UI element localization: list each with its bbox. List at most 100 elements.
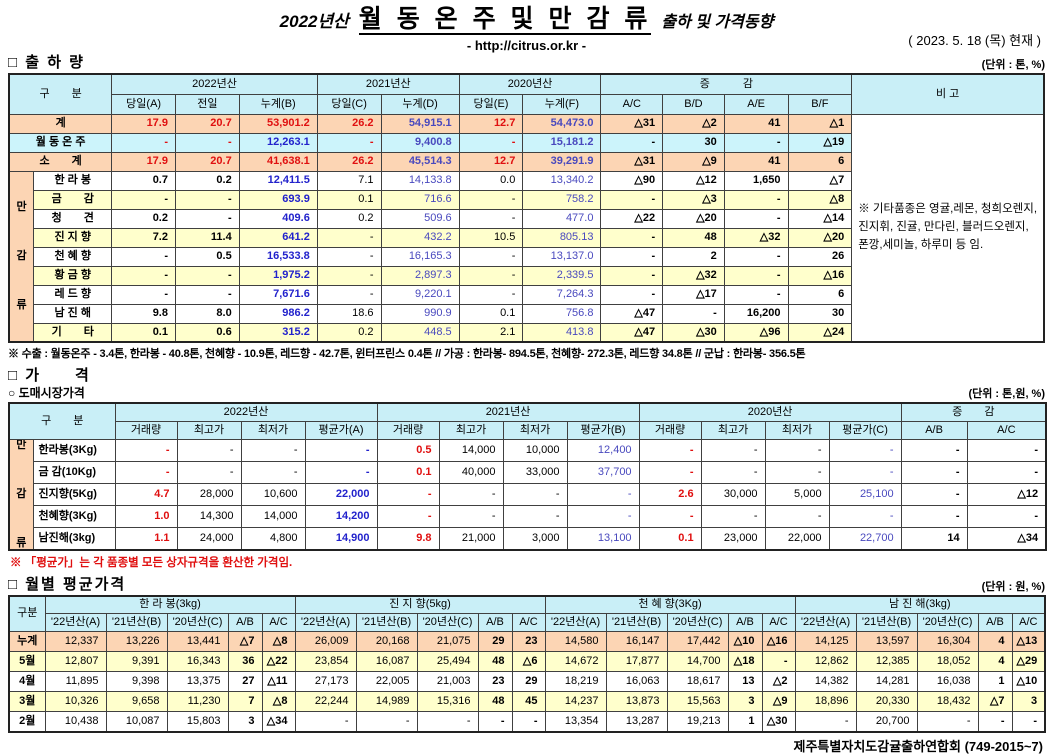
table-cell: - [600,227,664,248]
table-cell: - [438,504,504,528]
table-cell: 13,375 [166,671,229,692]
table-cell: - [900,438,968,462]
table-cell: - [916,711,979,732]
table-cell: △30 [662,322,725,343]
col-header: A/C [600,93,664,115]
table-cell: 4.7 [114,482,178,506]
table-cell: 17.9 [111,113,176,134]
group-label-char: 감 [16,249,27,262]
table-row: 천혜향(3Kg) 1.0 14,300 14,000 14,200- - - - - - - - - - [9,504,1047,528]
table-cell: 14,382 [794,671,857,692]
table-cell: 14,000 [240,504,306,528]
table-cell: 41 [723,113,789,134]
table-cell: 15,316 [416,691,479,712]
table-cell: 10,087 [105,711,168,732]
table-cell: 13,287 [605,711,668,732]
table-cell: 17,877 [605,651,668,672]
table-cell: - [662,303,725,324]
table-cell: - [458,132,524,153]
col-header: B/F [787,93,853,115]
shipment-header-row-2: 당일(A) 전일 누계(B) 당일(C) 누계(D) 당일(E) 누계(F) A… [9,93,1044,115]
table-cell: - [111,284,176,305]
price-unit-label: (단위 : 톤,원, %) [968,388,1045,400]
table-cell: △18 [727,651,763,672]
price-header-row-1: 구 분 2022년산 2021년산 2020년산 증 감 [8,402,1047,440]
table-cell: 14 [900,526,968,551]
table-cell: 12,385 [855,651,918,672]
row-label: 5월 [8,651,46,672]
monthly-tbody: 누계 12,337 13,226 13,441 △7 △8 26,009 20,168 21,0… [8,631,1046,732]
table-cell: 1,975.2 [238,265,318,286]
table-row: 남 진 해 9.8 8.0 986.2 18.6 990.9 0.1 756.8 △47-16,… [9,303,1044,324]
table-cell: 2 [662,246,725,267]
col-header: '20년산(C) [416,613,479,632]
table-cell: 13,226 [105,631,168,652]
table-cell: △1 [787,113,853,134]
table-cell: 21,003 [416,671,479,692]
col-header: '22년산(A) [544,613,607,632]
monthly-header-row-2: '22년산(A) '21년산(B) '20년산(C) A/B A/C '22년산(A) '2… [9,613,1046,632]
table-cell: 6 [787,151,853,172]
report-date: ( 2023. 5. 18 (목) 현재 ) [908,33,1041,48]
table-cell: 20.7 [174,151,240,172]
row-label: 월 동 온 주 [8,132,113,153]
table-cell: 14,281 [855,671,918,692]
col-header: 누계(F) [522,93,602,115]
title-block: 2022년산 월 동 온 주 및 만 감 류 출하 및 가격동향 - http://… [8,4,1045,53]
row-label: 진 지 향 [33,227,113,248]
table-cell: 641.2 [238,227,318,248]
table-cell: - [304,460,378,484]
group-label-char: 류 [16,536,27,549]
table-cell: 12.7 [458,113,524,134]
table-cell: 9.8 [111,303,176,324]
table-cell: 21,000 [438,526,504,551]
table-cell: 0.5 [174,246,240,267]
table-cell: △90 [600,170,664,191]
table-cell: - [966,460,1047,484]
group-label-char: 류 [16,298,27,311]
row-label: 레 드 향 [33,284,113,305]
table-cell: 16,200 [723,303,789,324]
table-cell: - [174,189,240,210]
row-label: 기 타 [33,322,113,343]
table-cell: 40,000 [438,460,504,484]
col-header: 최고가 [176,420,242,440]
table-cell: - [977,711,1013,732]
table-cell: 10,600 [240,482,306,506]
table-row: 기 타 0.1 0.6 315.2 0.2 448.5 2.1 413.8 △47 △30 △96 △… [9,322,1044,343]
price-note: ※ 「평균가」는 각 품종별 모든 상자규격을 환산한 가격임. [10,556,293,569]
table-cell: - [240,438,306,462]
table-cell: 41 [723,151,789,172]
table-cell: 7,264.3 [522,284,602,305]
table-cell: 1 [727,711,763,732]
table-cell: 9,220.1 [380,284,460,305]
table-row: 천 혜 향 -0.5 16,533.8-16,165.3-13,137.0-2-26 [9,246,1044,267]
table-cell: - [900,460,968,484]
table-cell: 11,230 [166,691,229,712]
table-cell: △24 [787,322,853,343]
table-cell: 0.2 [316,322,382,343]
table-cell: 1.1 [114,526,178,551]
table-cell: 14,672 [544,651,607,672]
table-cell: 12,337 [44,631,107,652]
table-cell: 1.0 [114,504,178,528]
table-cell: 13,354 [544,711,607,732]
table-cell: 3 [727,691,763,712]
table-cell: - [900,482,968,506]
col-header: A/B [900,420,968,440]
table-cell: - [174,208,240,229]
table-cell: △22 [261,651,296,672]
table-row: 만 감 류 한라봉(3Kg) - - - -0.5 14,000 10,000 12,400- - - -… [8,438,1047,550]
table-cell: - [600,132,664,153]
table-cell: △8 [787,189,853,210]
table-row: 5월 12,807 9,391 16,343 36 △22 23,854 16,087 25,4… [8,651,1046,672]
table-cell: - [966,438,1047,462]
col-header: 평균가(B) [566,420,640,440]
org-footer: 제주특별자치도감귤출하연합회 (749-2015~7) [793,738,1043,754]
page-subtitle: 출하 및 가격동향 [661,14,774,31]
table-cell: - [1011,711,1046,732]
col-header: 평균가(A) [304,420,378,440]
section-shipment-title: □ 출 하 량 [8,54,85,71]
table-cell: 4 [977,631,1013,652]
